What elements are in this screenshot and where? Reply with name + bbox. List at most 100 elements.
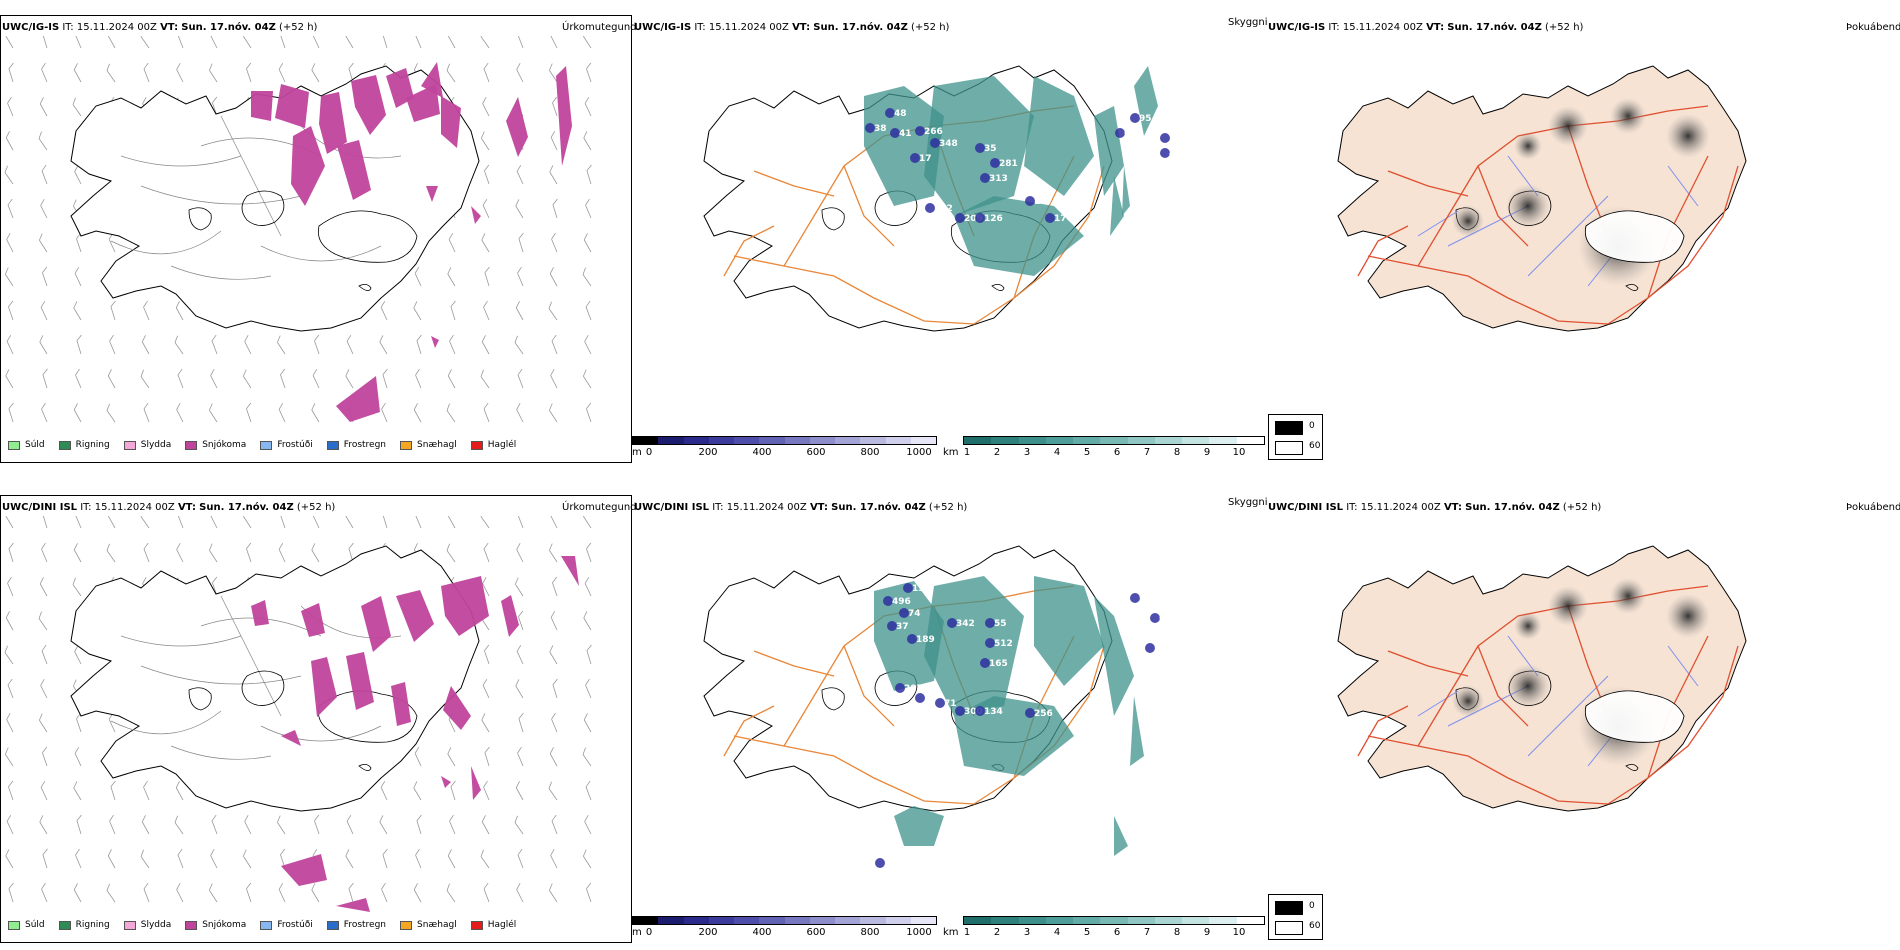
colorbar-tick: 10 (1232, 447, 1246, 458)
wind-barb (548, 301, 558, 321)
wind-barb-flag (73, 781, 78, 789)
terrain-contour (170, 265, 272, 280)
colorbar-segment (1018, 917, 1046, 924)
wind-barb-shaft (480, 856, 490, 869)
wind-barb-flag (109, 334, 114, 342)
wind-barb (72, 97, 82, 117)
wind-barb (5, 611, 14, 631)
wind-barb-shaft (311, 409, 320, 423)
wind-barb-flag (586, 62, 592, 70)
wind-barb-flag (142, 97, 147, 104)
wind-barb (210, 369, 218, 389)
glacier-outline (821, 687, 845, 711)
snow-area (251, 91, 273, 121)
wind-barb-shaft (174, 822, 184, 835)
wind-barb (516, 883, 524, 903)
wind-barb (446, 63, 456, 83)
wind-barb-shaft (175, 307, 184, 321)
wind-barb-flag (73, 543, 78, 550)
wind-barb (484, 644, 490, 665)
wind-barb-flag (314, 814, 320, 822)
road (1367, 645, 1739, 805)
colorbar-segment (860, 437, 886, 444)
init-time: 15.11.2024 00Z (1360, 502, 1441, 513)
it-label: IT: (80, 502, 92, 513)
visibility-colorbar: km 1 2 3 4 5 6 7 8 9 10 (943, 916, 1265, 942)
cloud-map (1337, 545, 1747, 812)
valid-time: Sun. 17.nóv. 04Z (813, 22, 908, 33)
wind-barb-shaft (584, 821, 592, 835)
wind-barb-shaft (484, 752, 490, 767)
wind-barb-flag (143, 882, 149, 890)
wind-barb-shaft (42, 272, 48, 287)
wind-barb (482, 97, 490, 117)
wind-barb (6, 334, 14, 355)
wind-barb-shaft (41, 888, 48, 903)
wind-barb (5, 36, 14, 49)
wind-barb (515, 577, 524, 597)
wind-barb (73, 403, 82, 423)
wind-barb (550, 369, 558, 389)
wind-barb (107, 849, 116, 869)
ceiling-height-label: 300 (964, 707, 983, 717)
colorbar-tick: 9 (1203, 447, 1211, 458)
glacier-outline (358, 764, 372, 771)
wind-barb-flag (177, 368, 183, 376)
wind-barb-flag (141, 815, 146, 822)
island-outline (70, 545, 480, 812)
wind-barb (42, 36, 48, 49)
snow-area (351, 75, 386, 135)
init-time: 15.11.2024 00Z (94, 502, 175, 513)
wind-barb-shaft (380, 787, 388, 801)
colorbar-segment (964, 917, 992, 924)
wind-barb-flag (246, 882, 252, 890)
ceiling-height-marker (865, 123, 875, 133)
wind-barb-shaft (448, 239, 456, 253)
wind-barb-flag (483, 780, 488, 788)
colorbar-tick: 6 (1113, 447, 1121, 458)
wind-barb-shaft (379, 341, 388, 355)
colorbar-tick: 7 (1143, 447, 1151, 458)
terrain-contour (260, 245, 382, 262)
wind-barb-flag (447, 267, 452, 275)
colorbar-segment (1209, 917, 1237, 924)
wind-barb (312, 516, 320, 529)
wind-barb-shaft (450, 786, 456, 801)
wind-barb-flag (73, 883, 78, 890)
ceiling-height-marker (1160, 133, 1170, 143)
wind-barb-shaft (5, 516, 14, 529)
wind-barb-flag (585, 780, 591, 788)
wind-barb-shaft (517, 36, 524, 49)
wind-barb (346, 334, 354, 355)
colorbar-segment (1236, 437, 1264, 444)
init-time: 15.11.2024 00Z (726, 502, 807, 513)
wind-barb-flag (277, 815, 281, 823)
wind-barb (481, 233, 490, 253)
wind-barb (311, 543, 320, 563)
wind-barb (483, 542, 490, 563)
wind-barb-flag (312, 848, 318, 856)
cloud-key: 0 60 (1268, 414, 1323, 460)
wind-barb-shaft (517, 854, 524, 869)
wind-barb-shaft (176, 889, 184, 903)
wind-barb (382, 36, 388, 49)
ceiling-height-label: 512 (994, 639, 1013, 649)
wind-barb (484, 746, 490, 767)
wind-barb-flag (584, 815, 589, 822)
wind-barb (76, 814, 82, 835)
cloud-key: 0 60 (1268, 894, 1323, 940)
wind-barb-flag (586, 644, 592, 651)
wind-barb-shaft (414, 753, 422, 767)
wind-barb (450, 780, 456, 801)
wind-barb-shaft (278, 549, 286, 563)
wind-barb (515, 199, 524, 219)
legend-swatch (8, 440, 20, 450)
colorbar-tick: 400 (752, 927, 772, 938)
wind-barb-shaft (8, 408, 14, 423)
wind-barb (382, 848, 388, 869)
wind-barb (143, 542, 150, 563)
wind-barb (515, 301, 524, 321)
legend-swatch (470, 920, 483, 930)
terrain-contour (110, 710, 222, 735)
height-colorbar-unit: m (632, 447, 642, 458)
